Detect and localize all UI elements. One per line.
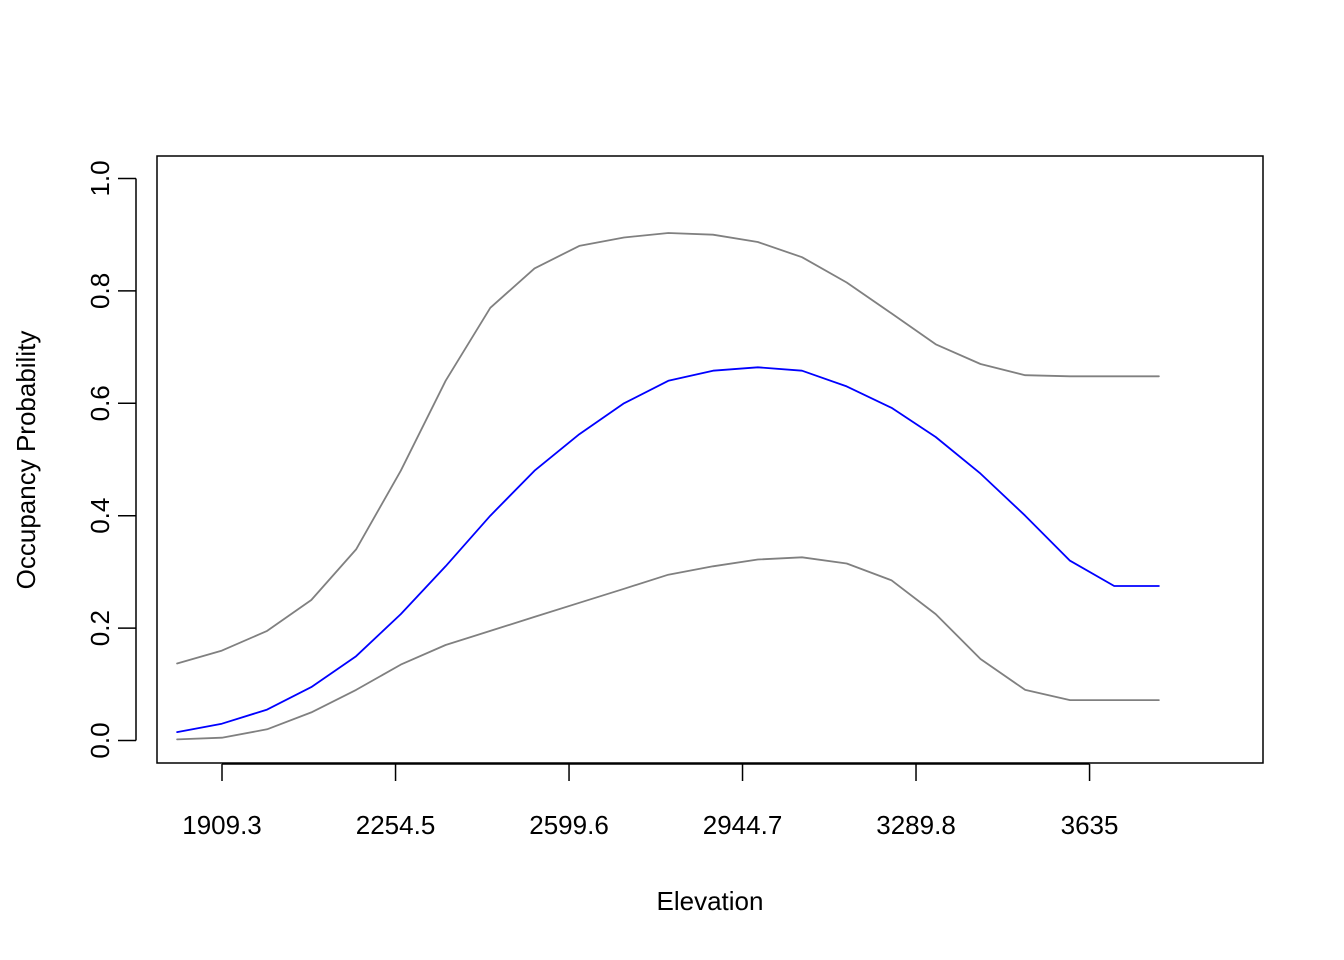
- x-axis-title: Elevation: [657, 886, 764, 916]
- x-axis: 1909.3 2254.5 2599.6 2944.7 3289.8 3635: [182, 763, 1119, 840]
- x-tick-label: 3289.8: [876, 810, 956, 840]
- y-tick-label: 0.2: [85, 610, 115, 646]
- series-line-1: [176, 232, 1160, 665]
- series-line-2: [176, 556, 1160, 741]
- series-layer: [176, 232, 1160, 741]
- x-tick-label: 2599.6: [529, 810, 609, 840]
- y-tick-label: 0.0: [85, 722, 115, 758]
- y-axis-title: Occupancy Probability: [11, 331, 41, 590]
- x-tick-label: 2944.7: [703, 810, 783, 840]
- series-line-0: [176, 366, 1160, 733]
- x-tick-label: 3635: [1061, 810, 1119, 840]
- y-tick-label: 0.4: [85, 498, 115, 534]
- x-tick-label: 1909.3: [182, 810, 262, 840]
- y-tick-label: 0.6: [85, 385, 115, 421]
- y-tick-label: 0.8: [85, 273, 115, 309]
- y-axis: 0.0 0.2 0.4 0.6 0.8 1.0: [85, 160, 137, 759]
- y-tick-label: 1.0: [85, 160, 115, 196]
- x-tick-label: 2254.5: [356, 810, 436, 840]
- plot-box: [156, 155, 1264, 764]
